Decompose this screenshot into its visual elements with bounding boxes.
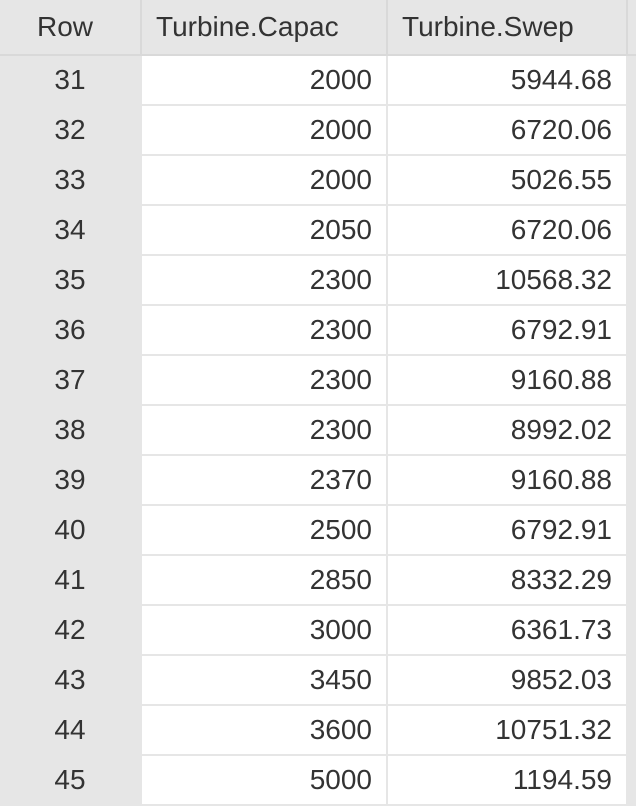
row-index-cell: 38 — [0, 406, 142, 456]
table-row[interactable]: 36 2300 6792.91 — [0, 306, 636, 356]
table-row[interactable]: 31 2000 5944.68 — [0, 56, 636, 106]
edge-cell — [628, 206, 636, 256]
column-header-capacity[interactable]: Turbine.Capac — [142, 0, 388, 56]
row-index-cell: 39 — [0, 456, 142, 506]
row-index-cell: 37 — [0, 356, 142, 406]
capacity-cell: 2300 — [142, 356, 388, 406]
capacity-cell: 2500 — [142, 506, 388, 556]
swept-cell: 6792.91 — [388, 506, 628, 556]
capacity-cell: 3000 — [142, 606, 388, 656]
table-row[interactable]: 43 3450 9852.03 — [0, 656, 636, 706]
row-index-cell: 44 — [0, 706, 142, 756]
capacity-cell: 2050 — [142, 206, 388, 256]
table-row[interactable]: 45 5000 1194.59 — [0, 756, 636, 806]
edge-cell — [628, 256, 636, 306]
table-header-row: Row Turbine.Capac Turbine.Swep — [0, 0, 636, 56]
row-index-cell: 41 — [0, 556, 142, 606]
table-row[interactable]: 32 2000 6720.06 — [0, 106, 636, 156]
edge-cell — [628, 756, 636, 806]
row-index-cell: 35 — [0, 256, 142, 306]
edge-cell — [628, 656, 636, 706]
edge-cell — [628, 406, 636, 456]
data-table: Row Turbine.Capac Turbine.Swep 31 2000 5… — [0, 0, 636, 806]
capacity-cell: 2000 — [142, 156, 388, 206]
edge-cell — [628, 456, 636, 506]
edge-cell — [628, 606, 636, 656]
capacity-cell: 3600 — [142, 706, 388, 756]
capacity-cell: 2300 — [142, 406, 388, 456]
table-row[interactable]: 41 2850 8332.29 — [0, 556, 636, 606]
table-row[interactable]: 40 2500 6792.91 — [0, 506, 636, 556]
swept-cell: 9160.88 — [388, 356, 628, 406]
edge-cell — [628, 156, 636, 206]
row-index-cell: 45 — [0, 756, 142, 806]
swept-cell: 6792.91 — [388, 306, 628, 356]
capacity-cell: 5000 — [142, 756, 388, 806]
row-index-cell: 33 — [0, 156, 142, 206]
table-row[interactable]: 38 2300 8992.02 — [0, 406, 636, 456]
swept-cell: 1194.59 — [388, 756, 628, 806]
capacity-cell: 2000 — [142, 106, 388, 156]
edge-cell — [628, 106, 636, 156]
capacity-cell: 2370 — [142, 456, 388, 506]
table-row[interactable]: 42 3000 6361.73 — [0, 606, 636, 656]
swept-cell: 10751.32 — [388, 706, 628, 756]
swept-cell: 5026.55 — [388, 156, 628, 206]
row-index-cell: 36 — [0, 306, 142, 356]
table-row[interactable]: 35 2300 10568.32 — [0, 256, 636, 306]
column-header-row[interactable]: Row — [0, 0, 142, 56]
capacity-cell: 2300 — [142, 256, 388, 306]
swept-cell: 6361.73 — [388, 606, 628, 656]
edge-cell — [628, 356, 636, 406]
swept-cell: 10568.32 — [388, 256, 628, 306]
row-index-cell: 40 — [0, 506, 142, 556]
swept-cell: 6720.06 — [388, 206, 628, 256]
table-row[interactable]: 39 2370 9160.88 — [0, 456, 636, 506]
swept-cell: 9852.03 — [388, 656, 628, 706]
row-index-cell: 34 — [0, 206, 142, 256]
table-row[interactable]: 34 2050 6720.06 — [0, 206, 636, 256]
table-row[interactable]: 37 2300 9160.88 — [0, 356, 636, 406]
column-header-edge — [628, 0, 636, 56]
column-header-swept[interactable]: Turbine.Swep — [388, 0, 628, 56]
swept-cell: 8332.29 — [388, 556, 628, 606]
row-index-cell: 43 — [0, 656, 142, 706]
edge-cell — [628, 306, 636, 356]
edge-cell — [628, 556, 636, 606]
edge-cell — [628, 706, 636, 756]
row-index-cell: 42 — [0, 606, 142, 656]
swept-cell: 8992.02 — [388, 406, 628, 456]
capacity-cell: 2000 — [142, 56, 388, 106]
edge-cell — [628, 56, 636, 106]
swept-cell: 5944.68 — [388, 56, 628, 106]
capacity-cell: 3450 — [142, 656, 388, 706]
capacity-cell: 2300 — [142, 306, 388, 356]
swept-cell: 6720.06 — [388, 106, 628, 156]
edge-cell — [628, 506, 636, 556]
row-index-cell: 31 — [0, 56, 142, 106]
row-index-cell: 32 — [0, 106, 142, 156]
capacity-cell: 2850 — [142, 556, 388, 606]
table-row[interactable]: 44 3600 10751.32 — [0, 706, 636, 756]
swept-cell: 9160.88 — [388, 456, 628, 506]
table-row[interactable]: 33 2000 5026.55 — [0, 156, 636, 206]
